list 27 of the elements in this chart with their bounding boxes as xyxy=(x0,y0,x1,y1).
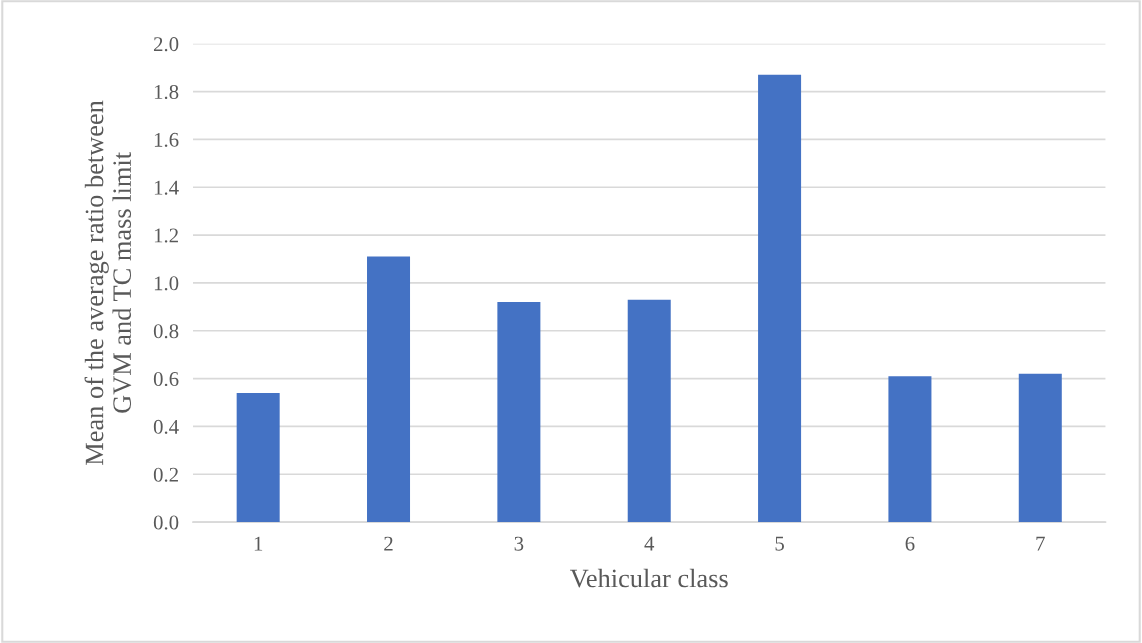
bar xyxy=(758,74,802,523)
bar xyxy=(367,256,411,523)
x-tick-label: 5 xyxy=(775,536,784,551)
y-tick-label: 1.2 xyxy=(154,228,178,243)
x-tick-label: 3 xyxy=(514,536,524,551)
x-axis-title: Vehicular class xyxy=(570,568,728,588)
bar xyxy=(888,376,932,523)
y-tick-label: 1.0 xyxy=(154,276,179,291)
y-tick-label: 0.8 xyxy=(153,324,179,339)
y-tick-label: 2.0 xyxy=(153,37,179,52)
y-tick-label: 0.2 xyxy=(153,467,178,482)
x-tick-label: 2 xyxy=(384,536,393,551)
x-tick-label: 1 xyxy=(254,536,263,551)
bar xyxy=(1018,373,1062,523)
y-tick-label: 1.6 xyxy=(154,132,179,147)
bar xyxy=(497,302,541,523)
y-tick-label: 1.4 xyxy=(154,180,179,195)
y-tick-label: 0.6 xyxy=(153,371,179,387)
x-tick-label: 6 xyxy=(905,536,915,551)
y-tick-label: 0.0 xyxy=(153,515,179,530)
bar xyxy=(236,392,280,523)
x-tick-label: 4 xyxy=(644,536,655,551)
bar xyxy=(627,299,671,523)
y-axis-title: Mean of the average ratio between GVM and TC mass limit xyxy=(84,100,132,465)
y-tick-label: 1.8 xyxy=(154,84,179,100)
x-tick-label: 7 xyxy=(1036,536,1045,551)
y-tick-label: 0.4 xyxy=(153,419,179,434)
